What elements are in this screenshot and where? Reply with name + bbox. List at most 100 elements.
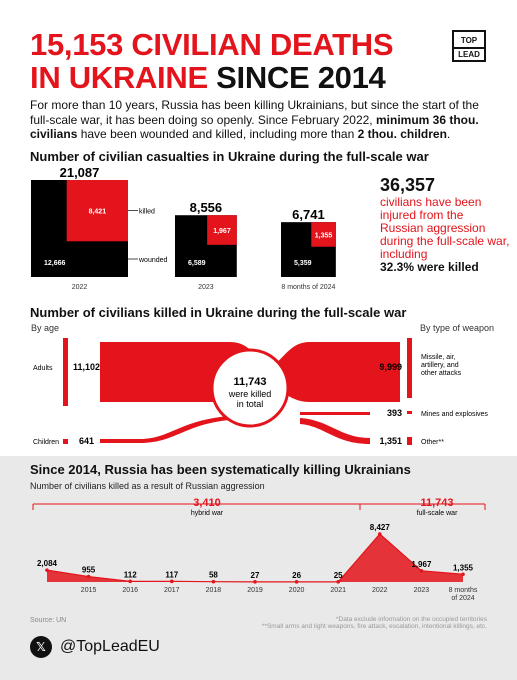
children-flow: [100, 416, 230, 443]
sankey-diagram: By age By type of weapon 11,743 were kil…: [31, 323, 494, 446]
timeline-point-2: [128, 579, 132, 584]
timeline-year-1: 2015: [81, 587, 97, 594]
timeline-point-6: [294, 580, 299, 584]
missile-label-1: Missile, air,: [421, 354, 456, 361]
wounded-label-1: 6,589: [188, 260, 206, 267]
mines-label: Mines and explosives: [421, 411, 488, 418]
timeline-area: [47, 534, 463, 582]
timeline-value-5: 27: [251, 571, 260, 580]
timeline-year-7: 2021: [330, 587, 346, 594]
intro-bold-2: 2 thou. children: [357, 127, 447, 141]
total-label-0: 21,087: [60, 165, 100, 180]
title-red-part: IN UKRAINE: [30, 60, 208, 95]
children-label: Children: [33, 439, 59, 446]
full-label: full-scale war: [417, 510, 459, 517]
bar-killed-1: [207, 215, 237, 245]
other-label: Other**: [421, 439, 444, 446]
page-title: 15,153 CIVILIAN DEATHS IN UKRAINE SINCE …: [30, 28, 450, 94]
timeline-year-9: 2023: [414, 587, 430, 594]
wounded-label-0: 12,666: [44, 260, 66, 267]
bar-killed-0: [66, 180, 128, 242]
bar-killed-2: [311, 222, 336, 247]
timeline-point-4: [211, 579, 216, 584]
missile-node: [407, 338, 412, 398]
full-value: 11,743: [420, 497, 453, 509]
social-handle[interactable]: 𝕏 @TopLeadEU: [30, 636, 160, 658]
logo-bottom-text: LEAD: [458, 50, 480, 59]
timeline-value-0: 2,084: [37, 559, 58, 568]
intro-text-2: have been wounded and killed, including …: [77, 127, 358, 141]
other-node: [407, 437, 412, 445]
handle-text: @TopLeadEU: [60, 638, 160, 655]
timeline-value-8: 8,427: [370, 523, 391, 532]
killed-label-2: 1,355: [315, 232, 333, 239]
stat-block: 36,357 civilians have been injured from …: [380, 175, 510, 274]
missile-value: 9,999: [379, 362, 402, 372]
other-flow: [300, 418, 370, 444]
wounded-label-2: 5,359: [294, 260, 312, 267]
adults-value: 11,102: [73, 362, 100, 372]
missile-label-3: other attacks: [421, 370, 462, 377]
source-note: Source: UN: [30, 617, 67, 624]
timeline-value-4: 58: [209, 571, 218, 580]
timeline-point-3: [170, 579, 174, 584]
timeline-value-10: 1,355: [453, 563, 474, 572]
footnotes: *Data exclude information on the occupie…: [262, 616, 487, 630]
other-value: 1,351: [379, 436, 402, 446]
total-label-1: were killed: [228, 389, 272, 399]
timeline-value-6: 26: [292, 571, 301, 580]
by-age-label: By age: [31, 323, 59, 333]
timeline-year-10: 8 months: [449, 587, 478, 594]
section3-subtitle: Number of civilians killed as a result o…: [30, 481, 265, 491]
section1-title: Number of civilian casualties in Ukraine…: [30, 149, 429, 164]
timeline-point-5: [253, 580, 257, 584]
category-label-1: 2023: [198, 284, 214, 291]
timeline-value-9: 1,967: [411, 560, 432, 569]
timeline-year-6: 2020: [289, 587, 305, 594]
stat-number: 36,357: [380, 175, 436, 195]
killed-legend: killed: [139, 209, 155, 216]
wounded-legend: wounded: [138, 257, 168, 264]
timeline-value-1: 955: [82, 566, 96, 575]
title-line-2: IN UKRAINE SINCE 2014: [30, 61, 450, 94]
mines-node: [407, 411, 412, 414]
hybrid-value: 3,410: [193, 497, 221, 509]
section3-title: Since 2014, Russia has been systematical…: [30, 462, 411, 477]
hybrid-label: hybrid war: [191, 510, 224, 517]
casualties-chart: 21,087 8,421 12,666 2022 killed wounded 8,556 1…: [31, 165, 336, 291]
mines-flow: [300, 412, 370, 415]
footnote-2: **Small arms and light weapons, fire att…: [261, 623, 487, 630]
timeline-point-8: [378, 532, 382, 536]
logo-rule: [454, 47, 484, 49]
timeline-chart: 3,410 hybrid war 11,743 full-scale war 2…: [32, 497, 486, 602]
intro-bold-1: minimum 36 thou. civilians: [30, 112, 479, 142]
timeline-year-2: 2016: [122, 587, 138, 594]
by-weapon-label: By type of weapon: [420, 323, 494, 333]
killed-label-0: 8,421: [89, 209, 107, 216]
timeline-year-5: 2019: [247, 587, 263, 594]
children-node: [63, 439, 68, 444]
mines-value: 393: [387, 408, 402, 418]
stat-text: civilians have been injured from the Rus…: [380, 195, 510, 261]
timeline-value-7: 25: [334, 571, 343, 580]
timeline-point-1: [86, 574, 91, 579]
missile-label-2: artillery, and: [421, 362, 459, 369]
logo-top-text: TOP: [460, 36, 478, 45]
timeline-value-2: 112: [124, 570, 137, 579]
timeline-value-3: 117: [165, 570, 178, 579]
total-label-1: 8,556: [190, 200, 223, 215]
title-line-1: 15,153 CIVILIAN DEATHS: [30, 27, 394, 62]
timeline-panel: [0, 456, 517, 680]
total-circle: [210, 348, 290, 428]
timeline-point-0: [45, 568, 49, 572]
total-label-2: 6,741: [292, 207, 325, 222]
x-logo-icon: 𝕏: [30, 636, 52, 658]
killed-label-1: 1,967: [213, 228, 231, 235]
stat-highlight: 32.3% were killed: [380, 260, 479, 274]
total-value: 11,743: [233, 376, 266, 388]
title-black-part: SINCE 2014: [207, 60, 386, 95]
adults-label: Adults: [33, 365, 53, 372]
adults-node: [63, 338, 68, 406]
children-value: 641: [79, 436, 94, 446]
intro-text-3: .: [446, 127, 451, 141]
